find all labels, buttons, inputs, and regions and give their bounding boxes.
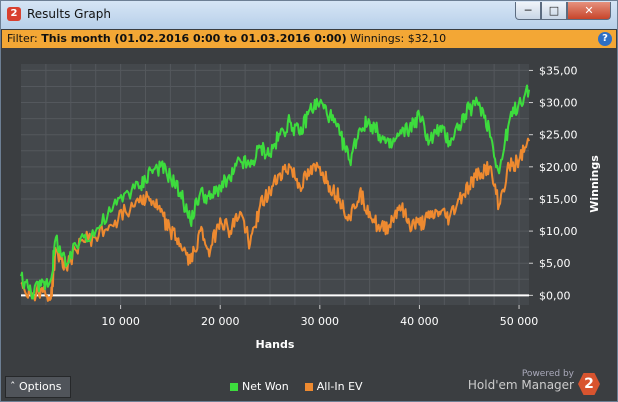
y-tick-label: $30,00 (539, 97, 578, 110)
options-button[interactable]: ˆ Options (5, 376, 71, 398)
minimize-icon: ─ (524, 4, 532, 17)
y-tick-label: $5,00 (539, 257, 571, 270)
x-tick-label: 20 000 (201, 315, 240, 328)
filter-winnings: Winnings: $32,10 (350, 32, 447, 45)
window-title: Results Graph (27, 7, 111, 21)
legend-label-net-won: Net Won (242, 380, 289, 393)
title-bar[interactable]: 2 Results Graph ─ □ ✕ (1, 1, 617, 29)
legend: Net Won All-In EV (230, 380, 379, 393)
help-icon[interactable]: ? (598, 32, 612, 46)
x-axis-ticks: 10 000 20 000 30 000 40 000 50 000 (101, 305, 538, 328)
x-tick-label: 50 000 (500, 315, 539, 328)
legend-swatch-ev (304, 382, 313, 391)
x-tick-label: 30 000 (301, 315, 340, 328)
y-tick-label: $0,00 (539, 289, 571, 302)
y-tick-label: $15,00 (539, 193, 578, 206)
series-net-won (20, 84, 530, 300)
series-all-in-ev (20, 137, 530, 302)
y-axis-label: Winnings (588, 155, 601, 213)
y-axis-ticks: $0,00 $5,00 $10,00 $15,00 $20,00 $25,00 $30,00… (529, 64, 578, 302)
powered-by-text: Powered by (521, 369, 574, 379)
legend-item-ev[interactable]: All-In EV (304, 380, 363, 393)
x-tick-label: 10 000 (101, 315, 140, 328)
options-label: Options (19, 380, 62, 393)
y-tick-label: $10,00 (539, 225, 578, 238)
y-tick-label: $35,00 (539, 64, 578, 77)
y-tick-label: $25,00 (539, 129, 578, 142)
bottom-bar: ˆ Options Net Won All-In EV Powered by H… (2, 369, 616, 401)
x-tick-label: 40 000 (400, 315, 439, 328)
series-lines (20, 84, 530, 302)
filter-prefix: Filter: (7, 32, 38, 45)
filter-bar: Filter: This month (01.02.2016 0:00 to 0… (2, 30, 616, 48)
chart-panel: 10 000 20 000 30 000 40 000 50 000 $0,00 $5,0… (2, 48, 616, 373)
app-icon: 2 (7, 7, 21, 21)
legend-item-net-won[interactable]: Net Won (230, 380, 289, 393)
y-tick-label: $20,00 (539, 161, 578, 174)
legend-swatch-net-won (230, 382, 238, 391)
brand-name: Hold'em Manager (467, 378, 574, 392)
window-controls: ─ □ ✕ (515, 2, 611, 21)
maximize-button[interactable]: □ (541, 2, 567, 20)
results-chart: 10 000 20 000 30 000 40 000 50 000 $0,00 $5,0… (20, 64, 601, 351)
close-button[interactable]: ✕ (567, 2, 611, 20)
x-axis-label: Hands (256, 338, 295, 351)
minimize-button[interactable]: ─ (515, 2, 541, 20)
close-icon: ✕ (584, 4, 594, 17)
hm-logo-icon: 2 (578, 373, 600, 395)
filter-range: This month (01.02.2016 0:00 to 01.03.201… (41, 32, 347, 45)
legend-label-ev: All-In EV (316, 380, 363, 393)
chevron-up-icon: ˆ (10, 380, 16, 393)
maximize-icon: □ (548, 4, 560, 17)
plot-area (21, 64, 529, 305)
